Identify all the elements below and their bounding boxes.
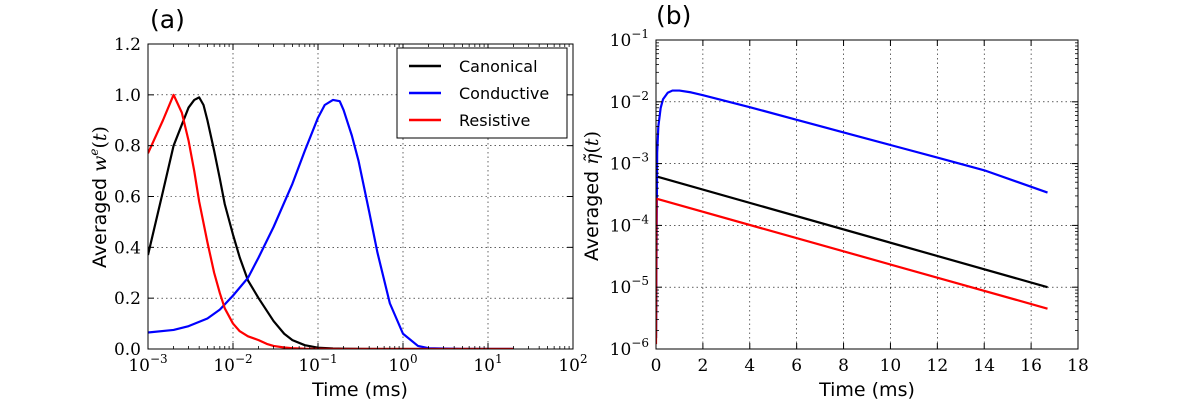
panel-b-y-axis-label-arg: (t) xyxy=(581,131,603,153)
series-line-canonical xyxy=(656,175,1048,339)
legend: Canonical Conductive Resistive xyxy=(396,47,568,139)
y-tick-label: 10−5 xyxy=(610,274,649,298)
panel-b-y-axis-label-prefix: Averaged xyxy=(581,165,603,261)
y-tick-label: 0.8 xyxy=(114,137,141,157)
panel-a-y-axis-label-prefix: Averaged xyxy=(89,172,111,268)
x-tick-label: 10−2 xyxy=(213,352,252,376)
series-line-conductive xyxy=(148,98,514,349)
y-tick-label: 10−2 xyxy=(610,89,649,113)
y-tick-label: 10−4 xyxy=(610,212,650,236)
x-tick-label: 0 xyxy=(651,356,662,376)
legend-label-conductive: Conductive xyxy=(459,84,549,103)
panel-a: 10−3 10−2 10−1 100 101 102 0.0 0.2 0.4 0.6 0.8 1.0 1… xyxy=(87,5,588,400)
panel-a-y-axis-label-superscript: e xyxy=(87,148,101,155)
y-tick-label: 10−6 xyxy=(610,336,649,360)
panel-b-series xyxy=(656,89,1048,345)
y-tick-label: 0.6 xyxy=(114,188,141,208)
panel-b-frame xyxy=(655,39,1079,350)
legend-label-canonical: Canonical xyxy=(459,57,538,76)
x-tick-label: 10−3 xyxy=(128,352,167,376)
panel-a-ticks: 10−3 10−2 10−1 100 101 102 0.0 0.2 0.4 0.6 0.8 1.0 1… xyxy=(114,35,588,376)
x-tick-label: 10 xyxy=(880,356,902,376)
x-tick-label: 102 xyxy=(558,352,587,376)
panel-a-y-axis-label: Averaged we(t) xyxy=(87,126,111,268)
x-tick-label: 18 xyxy=(1067,356,1089,376)
panel-b-x-axis-label: Time (ms) xyxy=(818,379,915,400)
y-tick-label: 10−1 xyxy=(610,27,649,51)
panel-b-y-axis-label-math: η̃ xyxy=(581,153,603,165)
x-tick-label: 4 xyxy=(744,356,755,376)
y-tick-label: 0.0 xyxy=(114,340,141,360)
y-tick-label: 10−3 xyxy=(610,151,649,175)
series-line-conductive xyxy=(656,89,1048,339)
panel-b-ticks: 0 2 4 6 8 10 12 14 16 18 10−6 10−5 10−4 10−3 10−2 10−1 xyxy=(610,27,1089,376)
panel-a-y-axis-label-math: w xyxy=(89,156,111,172)
y-tick-label: 1.2 xyxy=(114,35,141,55)
x-tick-label: 6 xyxy=(791,356,802,376)
x-tick-label: 8 xyxy=(838,356,849,376)
panel-b-y-axis-label: Averaged η̃(t) xyxy=(581,131,603,261)
y-tick-label: 0.4 xyxy=(114,238,141,258)
panel-a-label: (a) xyxy=(150,5,185,34)
x-tick-label: 2 xyxy=(697,356,708,376)
panel-b: 0 2 4 6 8 10 12 14 16 1810−610−510−410−310−210−1 … xyxy=(581,1,1089,400)
x-tick-label: 10−1 xyxy=(298,352,337,376)
panel-a-y-axis-label-arg: (t) xyxy=(89,126,111,148)
x-tick-label: 16 xyxy=(1020,356,1042,376)
y-tick-label: 1.0 xyxy=(114,86,141,106)
x-tick-label: 100 xyxy=(388,352,417,376)
x-tick-label: 12 xyxy=(927,356,949,376)
panel-a-x-axis-label: Time (ms) xyxy=(311,379,408,400)
x-tick-label: 14 xyxy=(973,356,995,376)
legend-label-resistive: Resistive xyxy=(459,111,530,130)
panel-b-label: (b) xyxy=(656,1,691,30)
x-tick-label: 101 xyxy=(473,352,502,376)
y-tick-label: 0.2 xyxy=(114,289,141,309)
